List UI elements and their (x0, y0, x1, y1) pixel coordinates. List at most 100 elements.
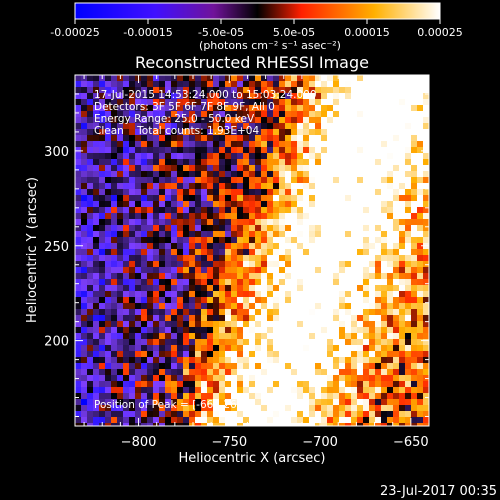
heatmap-cell (369, 273, 376, 280)
heatmap-cell (159, 291, 166, 298)
heatmap-cell (363, 255, 370, 262)
heatmap-cell (207, 381, 214, 388)
heatmap-cell (183, 75, 190, 82)
heatmap-cell (183, 123, 190, 130)
heatmap-cell (219, 399, 226, 406)
heatmap-cell (303, 177, 310, 184)
heatmap-cell (165, 273, 172, 280)
heatmap-cell (129, 255, 136, 262)
heatmap-cell (285, 279, 292, 286)
heatmap-cell (369, 351, 376, 358)
heatmap-cell (279, 111, 286, 118)
heatmap-cell (369, 417, 376, 424)
heatmap-cell (381, 297, 388, 304)
heatmap-cell (177, 381, 184, 388)
heatmap-cell (81, 195, 88, 202)
heatmap-cell (87, 93, 94, 100)
heatmap-cell (123, 123, 130, 130)
heatmap-cell (333, 189, 340, 196)
heatmap-cell (399, 405, 406, 412)
heatmap-cell (405, 207, 412, 214)
heatmap-cell (369, 333, 376, 340)
heatmap-cell (369, 147, 376, 154)
heatmap-cell (357, 159, 364, 166)
heatmap-cell (381, 111, 388, 118)
heatmap-cell (345, 129, 352, 136)
heatmap-cell (75, 321, 82, 328)
heatmap-cell (99, 309, 106, 316)
heatmap-cell (333, 75, 340, 82)
heatmap-cell (345, 141, 352, 148)
heatmap-cell (147, 219, 154, 226)
heatmap-cell (207, 141, 214, 148)
heatmap-cell (381, 165, 388, 172)
heatmap-cell (237, 105, 244, 112)
heatmap-cell (207, 345, 214, 352)
heatmap-cell (153, 267, 160, 274)
heatmap-cell (351, 327, 358, 334)
heatmap-cell (165, 369, 172, 376)
heatmap-cell (381, 249, 388, 256)
heatmap-cell (81, 279, 88, 286)
heatmap-cell (219, 153, 226, 160)
heatmap-cell (87, 357, 94, 364)
heatmap-cell (177, 141, 184, 148)
heatmap-cell (231, 375, 238, 382)
heatmap-cell (345, 327, 352, 334)
heatmap-cell (141, 243, 148, 250)
heatmap-cell (255, 129, 262, 136)
heatmap-cell (159, 177, 166, 184)
heatmap-cell (381, 243, 388, 250)
heatmap-cell (291, 165, 298, 172)
heatmap-cell (399, 165, 406, 172)
heatmap-cell (123, 141, 130, 148)
heatmap-cell (111, 327, 118, 334)
heatmap-cell (213, 123, 220, 130)
heatmap-cell (339, 387, 346, 394)
heatmap-cell (279, 273, 286, 280)
heatmap-cell (207, 219, 214, 226)
heatmap-cell (81, 129, 88, 136)
heatmap-cell (381, 285, 388, 292)
heatmap-cell (381, 273, 388, 280)
heatmap-cell (237, 375, 244, 382)
heatmap-cell (351, 189, 358, 196)
heatmap-cell (285, 153, 292, 160)
heatmap-cell (423, 315, 429, 322)
heatmap-cell (231, 411, 238, 418)
heatmap-cell (123, 261, 130, 268)
heatmap-cell (99, 303, 106, 310)
heatmap-cell (339, 303, 346, 310)
heatmap-cell (195, 417, 202, 424)
heatmap-cell (243, 255, 250, 262)
heatmap-cell (291, 393, 298, 400)
heatmap-cell (165, 141, 172, 148)
heatmap-cell (411, 225, 418, 232)
heatmap-cell (201, 411, 208, 418)
heatmap-cell (285, 315, 292, 322)
heatmap-cell (225, 135, 232, 142)
heatmap-cell (381, 405, 388, 412)
heatmap-cell (87, 333, 94, 340)
heatmap-cell (279, 411, 286, 418)
heatmap-cell (177, 345, 184, 352)
heatmap-cell (381, 291, 388, 298)
x-axis-tick-label: −800 (121, 435, 157, 450)
heatmap-cell (93, 279, 100, 286)
heatmap-cell (387, 381, 394, 388)
heatmap-cell (405, 417, 412, 424)
heatmap-cell (129, 339, 136, 346)
heatmap-cell (213, 327, 220, 334)
heatmap-cell (153, 171, 160, 178)
heatmap-cell (129, 201, 136, 208)
heatmap-cell (297, 249, 304, 256)
heatmap-cell (219, 123, 226, 130)
heatmap-cell (249, 81, 256, 88)
heatmap-cell (213, 93, 220, 100)
heatmap-cell (303, 273, 310, 280)
heatmap-cell (315, 279, 322, 286)
heatmap-cell (123, 267, 130, 274)
heatmap-cell (357, 387, 364, 394)
heatmap-cell (327, 375, 334, 382)
heatmap-cell (207, 333, 214, 340)
